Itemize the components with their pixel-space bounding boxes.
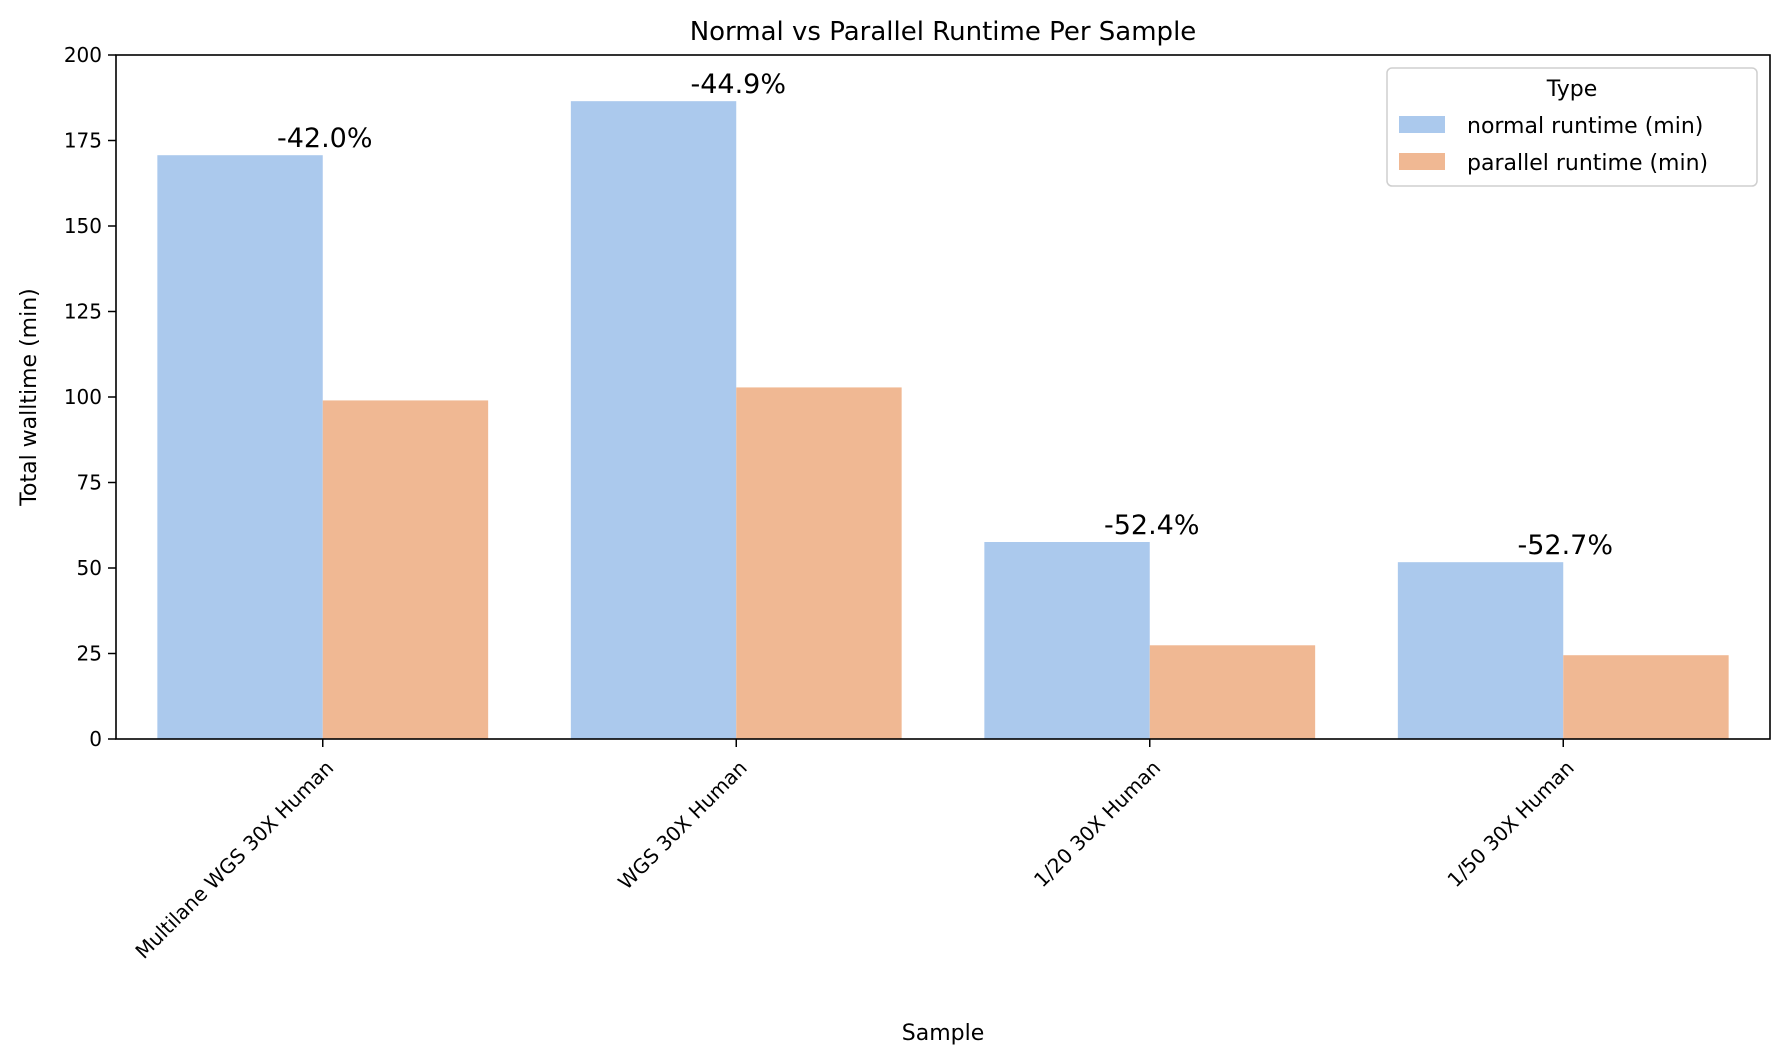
annotations-layer: -42.0% -44.9% -52.4% -52.7% xyxy=(277,69,1613,561)
reduction-annotation: -52.7% xyxy=(1517,530,1613,561)
y-tick-label: 50 xyxy=(77,556,102,580)
legend-swatch-parallel xyxy=(1399,153,1445,170)
y-ticks-layer: 0 25 50 75 100 125 150 175 200 xyxy=(64,43,116,751)
x-tick-label: 1/20 30X Human xyxy=(1029,756,1165,892)
parallel-runtime-bar xyxy=(1149,645,1316,739)
normal-runtime-bar xyxy=(570,101,737,740)
reduction-annotation: -44.9% xyxy=(690,69,786,100)
reduction-annotation: -52.4% xyxy=(1104,510,1200,541)
x-tick-label: WGS 30X Human xyxy=(613,756,752,895)
normal-runtime-bar xyxy=(1397,562,1564,739)
legend-title: Type xyxy=(1546,77,1598,102)
bars-layer xyxy=(157,101,1729,740)
plot-frame xyxy=(115,54,1771,740)
x-ticks-layer: Multilane WGS 30X Human WGS 30X Human 1/20… xyxy=(130,739,1579,964)
y-tick-label: 25 xyxy=(77,642,102,666)
parallel-runtime-bar xyxy=(1563,655,1729,739)
y-tick-label: 150 xyxy=(64,214,102,238)
y-axis-label: Total walltime (min) xyxy=(17,288,42,506)
legend-label-normal: normal runtime (min) xyxy=(1467,114,1703,139)
y-tick-label: 125 xyxy=(64,300,102,324)
y-tick-label: 0 xyxy=(89,727,102,751)
chart-title: Normal vs Parallel Runtime Per Sample xyxy=(690,17,1197,47)
normal-runtime-bar xyxy=(984,542,1150,739)
y-tick-label: 75 xyxy=(77,471,102,495)
legend-swatch-normal xyxy=(1399,116,1445,133)
y-tick-label: 100 xyxy=(64,385,102,409)
x-axis-label: Sample xyxy=(902,1021,985,1046)
reduction-annotation: -42.0% xyxy=(277,123,373,154)
x-tick-label: 1/50 30X Human xyxy=(1442,756,1578,892)
x-tick-label: Multilane WGS 30X Human xyxy=(130,756,338,964)
legend-label-parallel: parallel runtime (min) xyxy=(1467,151,1708,176)
normal-runtime-bar xyxy=(157,155,323,739)
legend: Type normal runtime (min) parallel runti… xyxy=(1386,67,1758,187)
legend-frame xyxy=(1386,67,1758,187)
parallel-runtime-bar xyxy=(322,400,489,739)
parallel-runtime-bar xyxy=(736,387,902,739)
y-axis-label-group: Total walltime (min) xyxy=(17,288,42,506)
y-tick-label: 175 xyxy=(64,129,102,153)
y-tick-label: 200 xyxy=(64,43,102,67)
